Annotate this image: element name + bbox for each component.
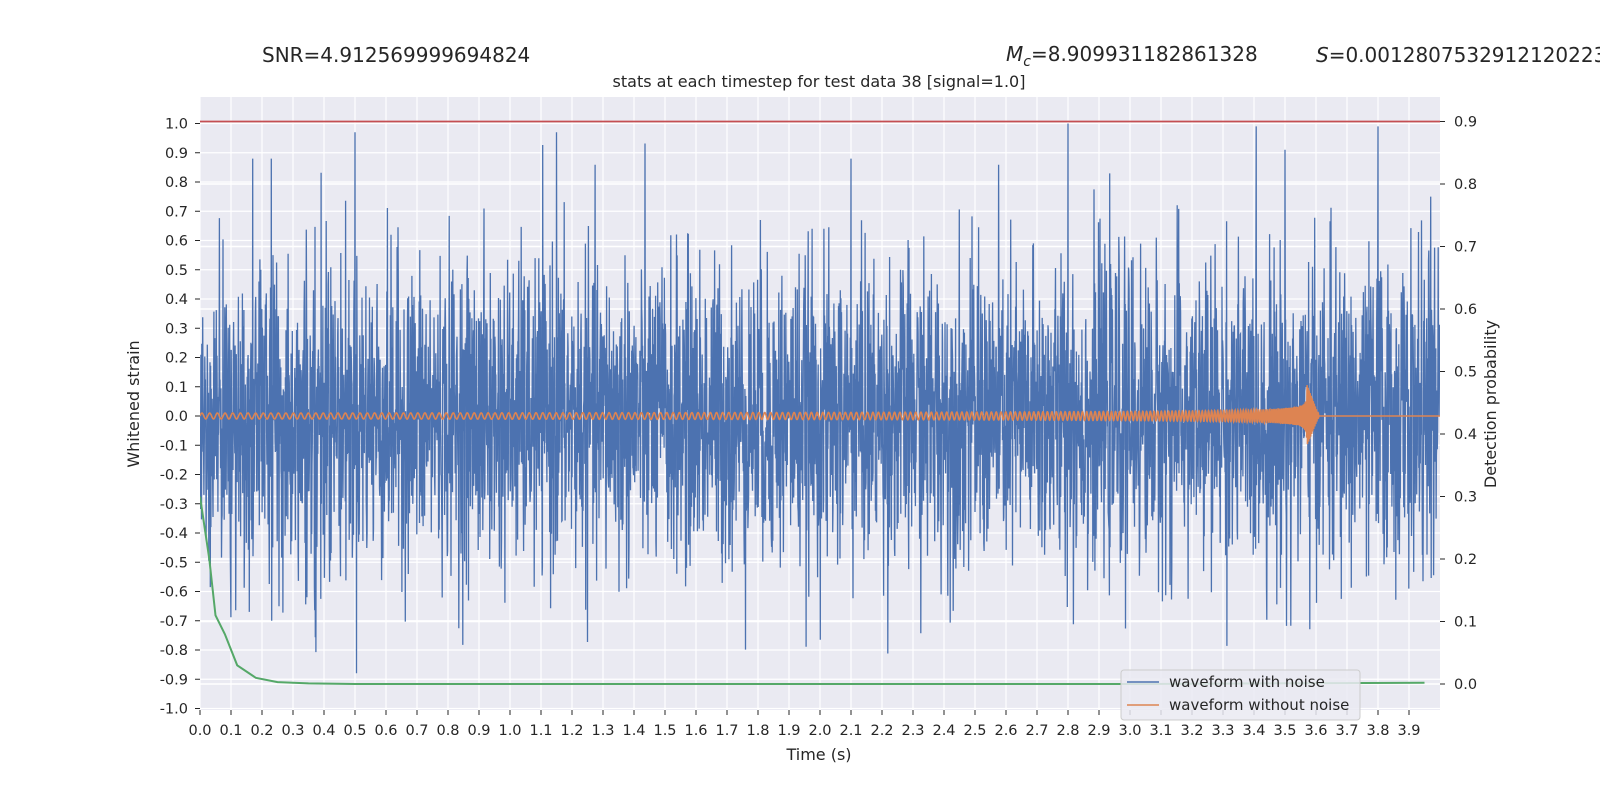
- legend-frame: [1120, 669, 1361, 721]
- x-tick-label: 3.8: [1366, 723, 1389, 739]
- x-tick-label: 3.4: [1242, 723, 1265, 739]
- waveform-without-noise-line: [200, 385, 1440, 445]
- x-tick-label: 0.0: [188, 723, 211, 739]
- x-tick-label: 3.0: [1118, 723, 1141, 739]
- x-tick-label: 3.5: [1273, 723, 1296, 739]
- x-tick-label: 3.6: [1304, 723, 1327, 739]
- s-annotation: S=0.0012807532912120223: [1316, 43, 1600, 67]
- x-tick-label: 0.4: [312, 723, 335, 739]
- x-tick-label: 0.7: [405, 723, 428, 739]
- right-y-tick-label: 0.2: [1454, 552, 1477, 568]
- y-tick-label: 0.0: [165, 409, 188, 425]
- right-y-axis-ticks: 0.9 0.8 0.7 0.6 0.5 0.4 0.3 0.2 0.1 0.0: [1440, 115, 1477, 693]
- y-tick-label: -1.0: [160, 702, 188, 718]
- x-tick-label: 2.9: [1087, 723, 1110, 739]
- mc-symbol: M: [1006, 42, 1023, 66]
- right-y-tick-label: 0.7: [1454, 240, 1477, 256]
- y-tick-label: 0.5: [165, 263, 188, 279]
- x-tick-label: 0.8: [436, 723, 459, 739]
- x-tick-label: 2.8: [1056, 723, 1079, 739]
- right-y-tick-label: 0.3: [1454, 490, 1477, 506]
- y-tick-label: -0.8: [160, 643, 188, 659]
- y-tick-label: -0.1: [160, 438, 188, 454]
- x-tick-label: 0.9: [467, 723, 490, 739]
- y-tick-label: 0.1: [165, 380, 188, 396]
- right-y-tick-label: 0.5: [1454, 365, 1477, 381]
- right-y-tick-label: 0.9: [1454, 115, 1477, 131]
- right-y-tick-label: 0.8: [1454, 177, 1477, 193]
- right-y-tick-label: 0.4: [1454, 427, 1477, 443]
- right-y-tick-label: 0.0: [1454, 677, 1477, 693]
- y-tick-label: -0.5: [160, 555, 188, 571]
- y-tick-label: -0.9: [160, 672, 188, 688]
- y-axis-ticks: 1.0 0.9 0.8 0.7 0.6 0.5 0.4 0.3 0.2 0.1 0.0 -0.1 -0.…: [160, 117, 200, 718]
- snr-annotation: SNR=4.912569999694824: [262, 43, 530, 67]
- s-value: =0.0012807532912120223: [1329, 43, 1600, 67]
- x-tick-label: 2.0: [808, 723, 831, 739]
- series-waveform-without-noise: [200, 385, 1440, 445]
- x-tick-label: 0.2: [250, 723, 273, 739]
- x-tick-label: 2.6: [994, 723, 1017, 739]
- legend-label-with-noise: waveform with noise: [1169, 673, 1325, 691]
- y-tick-label: 0.9: [165, 146, 188, 162]
- x-tick-label: 2.2: [870, 723, 893, 739]
- x-tick-label: 3.9: [1397, 723, 1420, 739]
- y-tick-label: 0.3: [165, 321, 188, 337]
- x-tick-label: 0.1: [219, 723, 242, 739]
- s-symbol: S: [1316, 43, 1329, 67]
- x-tick-label: 3.3: [1211, 723, 1234, 739]
- x-axis-label: Time (s): [785, 745, 851, 764]
- x-tick-label: 1.3: [591, 723, 614, 739]
- x-tick-label: 1.9: [777, 723, 800, 739]
- x-tick-label: 2.4: [932, 723, 955, 739]
- y-tick-label: 1.0: [165, 117, 188, 133]
- mc-subscript: c: [1023, 54, 1031, 70]
- y-tick-label: -0.7: [160, 614, 188, 630]
- mc-value: =8.909931182861328: [1031, 42, 1258, 66]
- x-tick-label: 0.6: [374, 723, 397, 739]
- x-tick-label: 1.0: [498, 723, 521, 739]
- x-tick-label: 0.3: [281, 723, 304, 739]
- y-tick-label: 0.6: [165, 234, 188, 250]
- x-tick-label: 2.5: [963, 723, 986, 739]
- detection-probability-line: [200, 496, 1425, 685]
- y-tick-label: -0.2: [160, 468, 188, 484]
- x-tick-label: 1.5: [653, 723, 676, 739]
- y-tick-label: -0.6: [160, 585, 188, 601]
- x-tick-label: 1.1: [529, 723, 552, 739]
- x-tick-label: 3.2: [1180, 723, 1203, 739]
- y-tick-label: -0.4: [160, 526, 188, 542]
- x-tick-label: 2.7: [1025, 723, 1048, 739]
- waveform-with-noise-line: [200, 123, 1440, 674]
- x-tick-label: 1.8: [746, 723, 769, 739]
- right-y-axis-label: Detection probability: [1481, 320, 1500, 488]
- right-y-tick-label: 0.1: [1454, 615, 1477, 631]
- y-axis-label: Whitened strain: [124, 340, 143, 467]
- x-tick-label: 0.5: [343, 723, 366, 739]
- legend: waveform with noise waveform without noi…: [1120, 669, 1361, 721]
- y-tick-label: 0.2: [165, 351, 188, 367]
- y-tick-label: -0.3: [160, 497, 188, 513]
- x-tick-label: 2.3: [901, 723, 924, 739]
- x-tick-label: 3.1: [1149, 723, 1172, 739]
- x-tick-label: 1.2: [560, 723, 583, 739]
- y-tick-label: 0.4: [165, 292, 188, 308]
- chart-title: stats at each timestep for test data 38 …: [613, 72, 1026, 91]
- x-tick-label: 1.6: [684, 723, 707, 739]
- x-tick-label: 3.7: [1335, 723, 1358, 739]
- x-tick-label: 1.7: [715, 723, 738, 739]
- x-tick-label: 2.1: [839, 723, 862, 739]
- right-y-tick-label: 0.6: [1454, 302, 1477, 318]
- series-detection-probability: [200, 496, 1425, 685]
- y-tick-label: 0.8: [165, 175, 188, 191]
- series-waveform-with-noise: [200, 123, 1440, 674]
- y-tick-label: 0.7: [165, 204, 188, 220]
- legend-label-without-noise: waveform without noise: [1169, 696, 1349, 714]
- chirp-mass-annotation: Mc=8.909931182861328: [1006, 42, 1258, 70]
- x-tick-label: 1.4: [622, 723, 645, 739]
